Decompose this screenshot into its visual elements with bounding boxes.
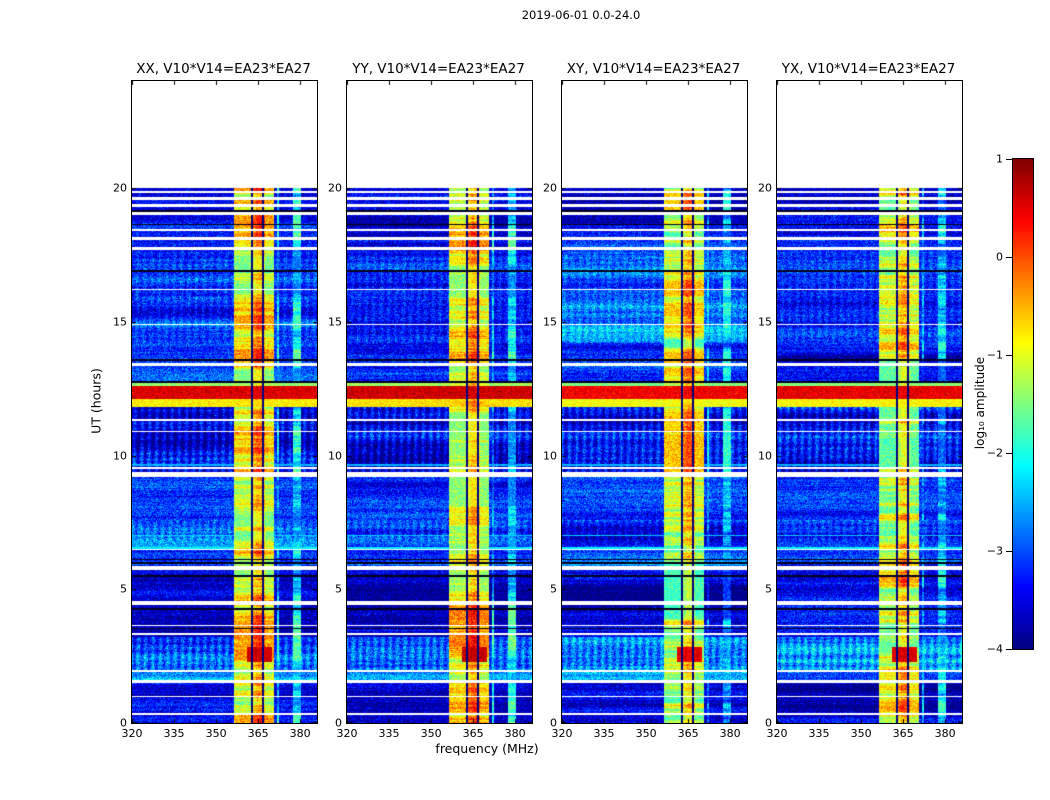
colorbar-tick-mark <box>1006 551 1012 552</box>
y-tick-label: 5 <box>335 582 342 596</box>
panel-title-xy: XY, V10*V14=EA23*EA27 <box>566 61 741 77</box>
y-tick-label: 15 <box>328 315 342 329</box>
spectrogram-panel-xx <box>131 80 318 724</box>
x-tick-label: 380 <box>504 727 526 740</box>
y-tick-label: 0 <box>120 716 127 730</box>
colorbar-tick-mark <box>1006 159 1012 160</box>
y-tick-label: 15 <box>758 315 772 329</box>
panel-title-yx: YX, V10*V14=EA23*EA27 <box>781 61 956 77</box>
y-tick-label: 10 <box>113 449 127 462</box>
y-tick-label: 20 <box>758 181 772 195</box>
y-tick-label: 0 <box>765 716 772 730</box>
xaxis-label: frequency (MHz) <box>435 741 539 756</box>
spectrogram-panel-yx <box>776 80 963 724</box>
colorbar-tick-label: −2 <box>986 446 1003 460</box>
x-tick-label: 365 <box>247 727 269 740</box>
x-tick-label: 365 <box>462 727 484 740</box>
x-tick-label: 380 <box>719 727 741 740</box>
colorbar <box>1012 158 1034 650</box>
y-tick-label: 0 <box>550 716 557 730</box>
spectrogram-canvas-xy <box>562 81 747 723</box>
y-tick-label: 10 <box>328 449 342 462</box>
y-tick-label: 5 <box>550 582 557 596</box>
spectrogram-canvas-xx <box>132 81 317 723</box>
x-tick-label: 350 <box>205 727 227 740</box>
y-tick-label: 0 <box>335 716 342 730</box>
y-tick-label: 20 <box>328 181 342 195</box>
colorbar-tick-mark <box>1006 257 1012 258</box>
y-tick-label: 15 <box>543 315 557 329</box>
colorbar-tick-label: −1 <box>986 348 1003 362</box>
y-tick-label: 10 <box>758 449 772 462</box>
x-tick-label: 380 <box>934 727 956 740</box>
x-tick-label: 320 <box>336 727 358 740</box>
x-tick-label: 335 <box>378 727 400 740</box>
y-tick-label: 15 <box>113 315 127 329</box>
colorbar-label: log₁₀ amplitude <box>973 356 987 450</box>
spectrogram-canvas-yy <box>347 81 532 723</box>
colorbar-canvas <box>1013 159 1033 649</box>
colorbar-tick-mark <box>1006 649 1012 650</box>
x-tick-label: 320 <box>766 727 788 740</box>
y-tick-label: 20 <box>113 181 127 195</box>
spectrogram-canvas-yx <box>777 81 962 723</box>
x-tick-label: 335 <box>163 727 185 740</box>
yaxis-label: UT (hours) <box>88 368 104 434</box>
x-tick-label: 320 <box>121 727 143 740</box>
x-tick-label: 335 <box>808 727 830 740</box>
x-tick-label: 380 <box>289 727 311 740</box>
x-tick-label: 365 <box>677 727 699 740</box>
colorbar-tick-label: −3 <box>986 544 1003 558</box>
colorbar-tick-label: 1 <box>996 152 1003 166</box>
colorbar-tick-label: 0 <box>996 250 1003 264</box>
y-tick-label: 5 <box>120 582 127 596</box>
x-tick-label: 350 <box>635 727 657 740</box>
x-tick-label: 335 <box>593 727 615 740</box>
x-tick-label: 320 <box>551 727 573 740</box>
spectrogram-panel-xy <box>561 80 748 724</box>
x-tick-label: 365 <box>892 727 914 740</box>
x-tick-label: 350 <box>850 727 872 740</box>
x-tick-label: 350 <box>420 727 442 740</box>
colorbar-tick-mark <box>1006 453 1012 454</box>
colorbar-tick-label: −4 <box>986 642 1003 656</box>
figure-title: 2019-06-01 0.0-24.0 <box>521 8 641 22</box>
panel-title-xx: XX, V10*V14=EA23*EA27 <box>136 61 311 77</box>
y-tick-label: 10 <box>543 449 557 462</box>
y-tick-label: 20 <box>543 181 557 195</box>
colorbar-tick-mark <box>1006 355 1012 356</box>
panel-title-yy: YY, V10*V14=EA23*EA27 <box>352 61 525 77</box>
y-tick-label: 5 <box>765 582 772 596</box>
spectrogram-panel-yy <box>346 80 533 724</box>
